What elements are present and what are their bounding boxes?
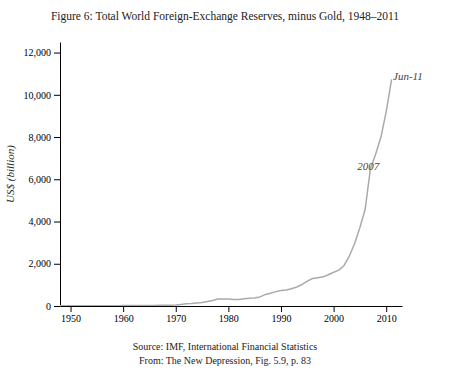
tick-mark [54, 53, 60, 54]
tick-label: 8,000 [29, 132, 52, 143]
marks [60, 80, 391, 306]
annotation: Jun-11 [393, 70, 423, 82]
tick-label: 1990 [271, 313, 291, 324]
tick-label: 12,000 [24, 47, 52, 58]
axis-line [61, 306, 403, 307]
tick: 1970 [166, 306, 186, 324]
tick-label: 6,000 [29, 174, 52, 185]
tick-label: 1950 [61, 313, 81, 324]
tick-mark [71, 306, 72, 312]
tick-mark [228, 306, 229, 312]
tick-label: 1960 [114, 313, 134, 324]
tick: 6,000 [29, 174, 61, 185]
chart-svg: Figure 6: Total World Foreign-Exchange R… [0, 0, 450, 378]
tick-label: 2010 [377, 313, 397, 324]
tick: 0 [46, 301, 60, 312]
tick: 2,000 [29, 258, 61, 269]
axis-line [60, 43, 61, 307]
tick-mark [281, 306, 282, 312]
plot-area: 1950 1960 1970 1980 1990 2000 2010 0 2,000 4,000 6… [4, 43, 423, 325]
annotation: 2007 [357, 160, 380, 172]
tick-label: 10,000 [24, 90, 52, 101]
tick: 12,000 [24, 47, 61, 58]
chart-container: Figure 6: Total World Foreign-Exchange R… [0, 0, 450, 378]
tick: 1960 [114, 306, 134, 324]
y-axis: 0 2,000 4,000 6,000 8,000 10,000 12,000 [24, 43, 61, 312]
tick-mark [54, 137, 60, 138]
tick: 2000 [324, 306, 344, 324]
tick: 8,000 [29, 132, 61, 143]
tick-mark [176, 306, 177, 312]
tick-label: 4,000 [29, 216, 52, 227]
tick-mark [54, 179, 60, 180]
source-note: Source: IMF, International Financial Sta… [133, 341, 318, 352]
tick: 4,000 [29, 216, 61, 227]
tick: 1950 [61, 306, 81, 324]
tick-label: 1980 [219, 313, 239, 324]
tick-label: 2000 [324, 313, 344, 324]
tick: 2010 [377, 306, 397, 324]
tick-mark [123, 306, 124, 312]
source-note: From: The New Depression, Fig. 5.9, p. 8… [139, 355, 311, 366]
y-axis-label: US$ (billion) [4, 145, 17, 203]
tick: 1980 [219, 306, 239, 324]
tick-mark [54, 264, 60, 265]
x-axis: 1950 1960 1970 1980 1990 2000 2010 [61, 306, 403, 324]
tick-mark [334, 306, 335, 312]
title: Figure 6: Total World Foreign-Exchange R… [51, 10, 399, 23]
tick-mark [54, 95, 60, 96]
tick-label: 0 [46, 301, 51, 312]
tick: 10,000 [24, 90, 61, 101]
tick-label: 2,000 [29, 258, 52, 269]
tick-mark [386, 306, 387, 312]
tick-mark [54, 306, 60, 307]
data-line [60, 80, 391, 306]
tick-mark [54, 222, 60, 223]
tick: 1990 [271, 306, 291, 324]
annotations: 2007 Jun-11 [357, 70, 423, 173]
tick-label: 1970 [166, 313, 186, 324]
